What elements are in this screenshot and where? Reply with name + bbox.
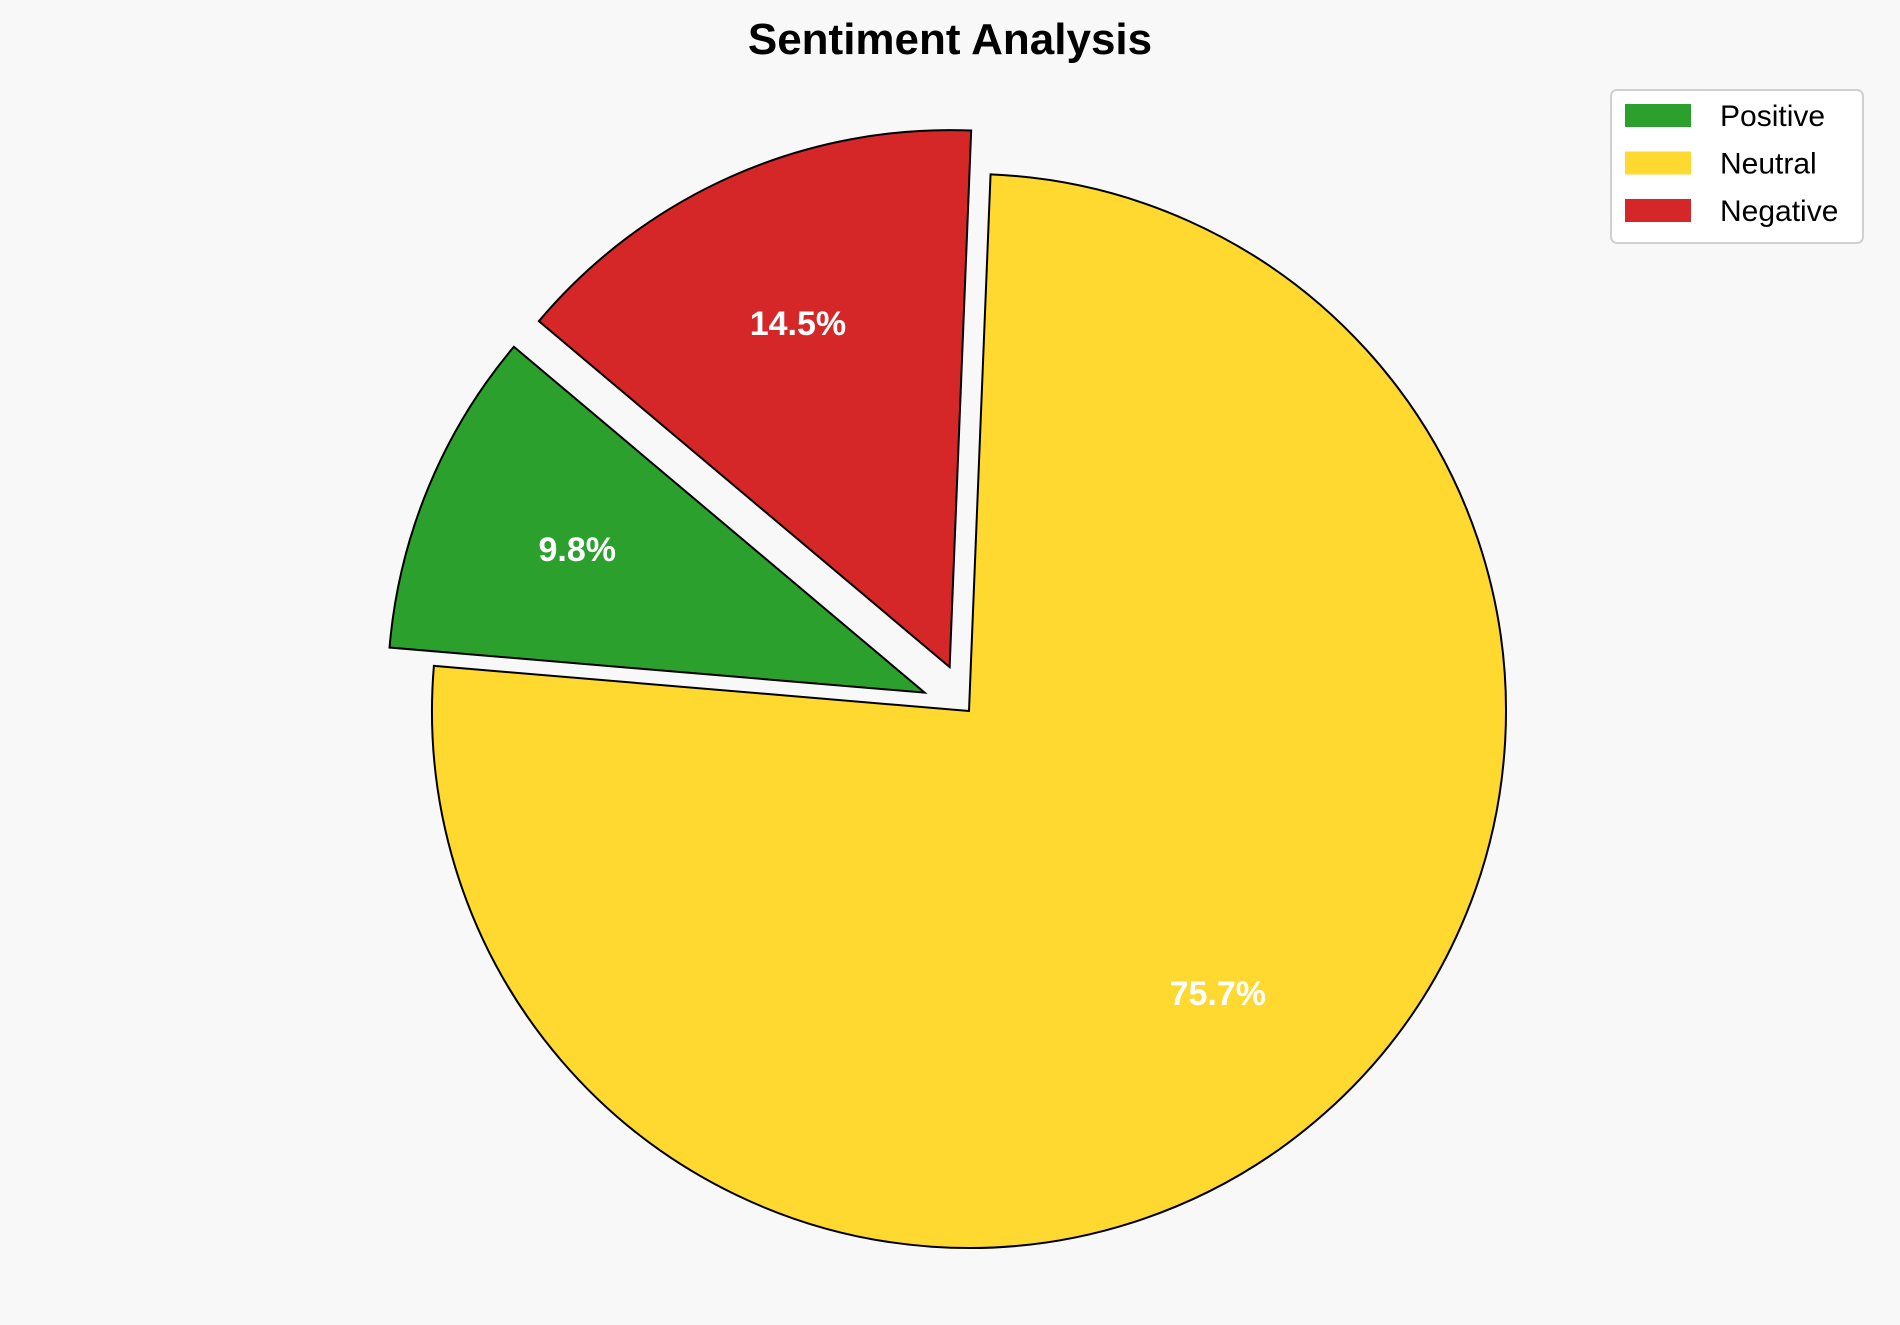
chart-title: Sentiment Analysis xyxy=(748,15,1152,64)
legend-swatch xyxy=(1625,199,1691,222)
pie-slice-positive xyxy=(388,345,928,694)
legend-item-negative: Negative xyxy=(1625,195,1838,228)
legend-item-neutral: Neutral xyxy=(1625,148,1817,181)
slice-label-neutral: 75.7% xyxy=(1170,975,1266,1013)
pie-slice-neutral xyxy=(431,173,1507,1249)
pie-slice-negative xyxy=(537,129,973,670)
legend-label: Neutral xyxy=(1720,148,1817,181)
legend-swatch xyxy=(1625,151,1691,175)
legend-label: Positive xyxy=(1720,100,1825,133)
legend-swatch xyxy=(1625,104,1691,127)
slice-label-negative: 14.5% xyxy=(750,305,846,343)
legend-label: Negative xyxy=(1720,195,1838,228)
legend-item-positive: Positive xyxy=(1625,100,1825,133)
legend: Positive Neutral Negative xyxy=(1610,89,1864,244)
slice-label-positive: 9.8% xyxy=(539,531,617,569)
